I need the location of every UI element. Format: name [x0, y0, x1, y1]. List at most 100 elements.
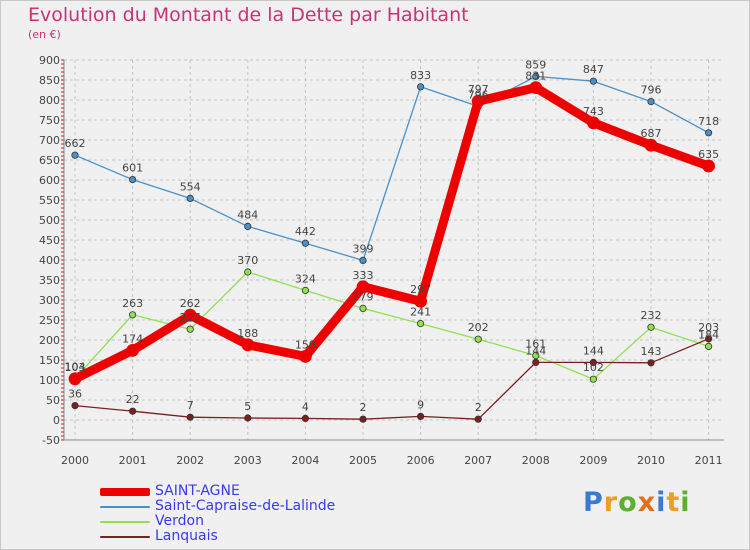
x-tick-label: 2001 [119, 454, 147, 467]
y-tick-label: 250 [39, 314, 60, 327]
data-label: 263 [122, 297, 143, 310]
data-label: 635 [698, 148, 719, 161]
data-point [356, 280, 370, 294]
data-label: 2 [360, 401, 367, 414]
data-label: 797 [468, 83, 489, 96]
data-label: 399 [353, 242, 374, 255]
y-tick-label: 700 [39, 134, 60, 147]
data-point [702, 159, 715, 173]
proxiti-logo: Proxiti [583, 487, 691, 518]
data-point [183, 308, 197, 322]
data-point [704, 129, 713, 137]
data-point [301, 414, 309, 422]
data-label: 442 [295, 225, 316, 238]
data-label: 279 [353, 290, 374, 303]
data-point [359, 256, 367, 264]
data-label: 144 [583, 344, 604, 357]
x-tick-label: 2007 [464, 454, 492, 467]
data-label: 833 [410, 69, 431, 82]
data-label: 174 [122, 332, 143, 345]
data-point [474, 415, 482, 423]
legend-swatch [100, 506, 150, 508]
y-tick-label: 850 [39, 74, 60, 87]
data-point [647, 323, 655, 331]
data-label: 743 [583, 105, 604, 118]
y-tick-label: 750 [39, 114, 60, 127]
data-point [129, 176, 137, 184]
data-point [244, 268, 252, 276]
x-tick-label: 2002 [176, 454, 204, 467]
data-label: 102 [583, 361, 604, 374]
data-label: 104 [65, 360, 86, 373]
data-label: 796 [641, 84, 662, 97]
data-point [68, 372, 82, 386]
y-tick-label: 300 [39, 294, 60, 307]
x-tick-label: 2008 [522, 454, 550, 467]
data-label: 232 [641, 309, 662, 322]
data-point [532, 358, 540, 366]
data-point [471, 94, 485, 108]
y-tick-label: -50 [42, 434, 60, 447]
data-label: 796 [468, 88, 489, 101]
data-label: 687 [641, 127, 662, 140]
data-label: 184 [698, 328, 719, 341]
data-label: 324 [295, 272, 316, 285]
y-tick-label: 650 [39, 154, 60, 167]
data-label: 601 [122, 162, 143, 175]
y-tick-label: 600 [39, 174, 60, 187]
data-label: 554 [180, 180, 201, 193]
legend-swatch [100, 488, 150, 496]
data-point [529, 81, 543, 94]
legend-swatch [100, 521, 150, 523]
data-label: 227 [180, 311, 201, 324]
data-label: 103 [65, 361, 86, 374]
data-point [589, 375, 598, 383]
data-point [186, 413, 194, 421]
data-point [126, 343, 140, 357]
legend-label: Verdon [155, 513, 204, 529]
series-line-verdon [74, 271, 710, 380]
data-label: 847 [583, 63, 604, 76]
y-tick-label: 50 [46, 394, 60, 407]
data-point [647, 98, 655, 106]
data-point [587, 116, 600, 130]
data-label: 144 [525, 344, 546, 357]
data-point [416, 412, 425, 420]
data-point [359, 415, 367, 423]
data-label: 297 [410, 283, 431, 296]
data-label: 484 [237, 208, 258, 221]
data-label: 859 [525, 58, 546, 71]
x-tick-label: 2009 [579, 454, 607, 467]
data-point [244, 222, 252, 230]
data-label: 188 [237, 327, 258, 340]
chart-title: Evolution du Montant de la Dette par Hab… [28, 4, 469, 26]
data-label: 36 [68, 388, 82, 401]
legend-label: SAINT-AGNE [155, 483, 240, 499]
x-tick-label: 2010 [637, 454, 665, 467]
data-label: 370 [237, 254, 258, 267]
x-tick-label: 2003 [234, 454, 262, 467]
data-point [71, 401, 79, 410]
data-point [186, 194, 194, 202]
data-point [416, 319, 425, 328]
data-label: 203 [698, 321, 719, 334]
data-label: 5 [244, 400, 251, 413]
data-label: 262 [180, 297, 201, 310]
data-label: 662 [65, 137, 86, 150]
data-point [647, 359, 655, 367]
y-tick-label: 800 [39, 94, 60, 107]
y-tick-label: 150 [39, 354, 60, 367]
data-point [186, 325, 194, 333]
data-point [359, 304, 367, 312]
data-point [241, 338, 255, 352]
y-tick-label: 550 [39, 194, 60, 207]
series-line-lanquais [74, 338, 710, 420]
data-point [244, 414, 252, 422]
data-label: 241 [410, 306, 431, 319]
y-tick-label: 400 [39, 254, 60, 267]
series-line-saint-agne [70, 83, 714, 384]
data-point [644, 138, 658, 152]
x-tick-label: 2006 [407, 454, 435, 467]
y-tick-label: 200 [39, 334, 60, 347]
